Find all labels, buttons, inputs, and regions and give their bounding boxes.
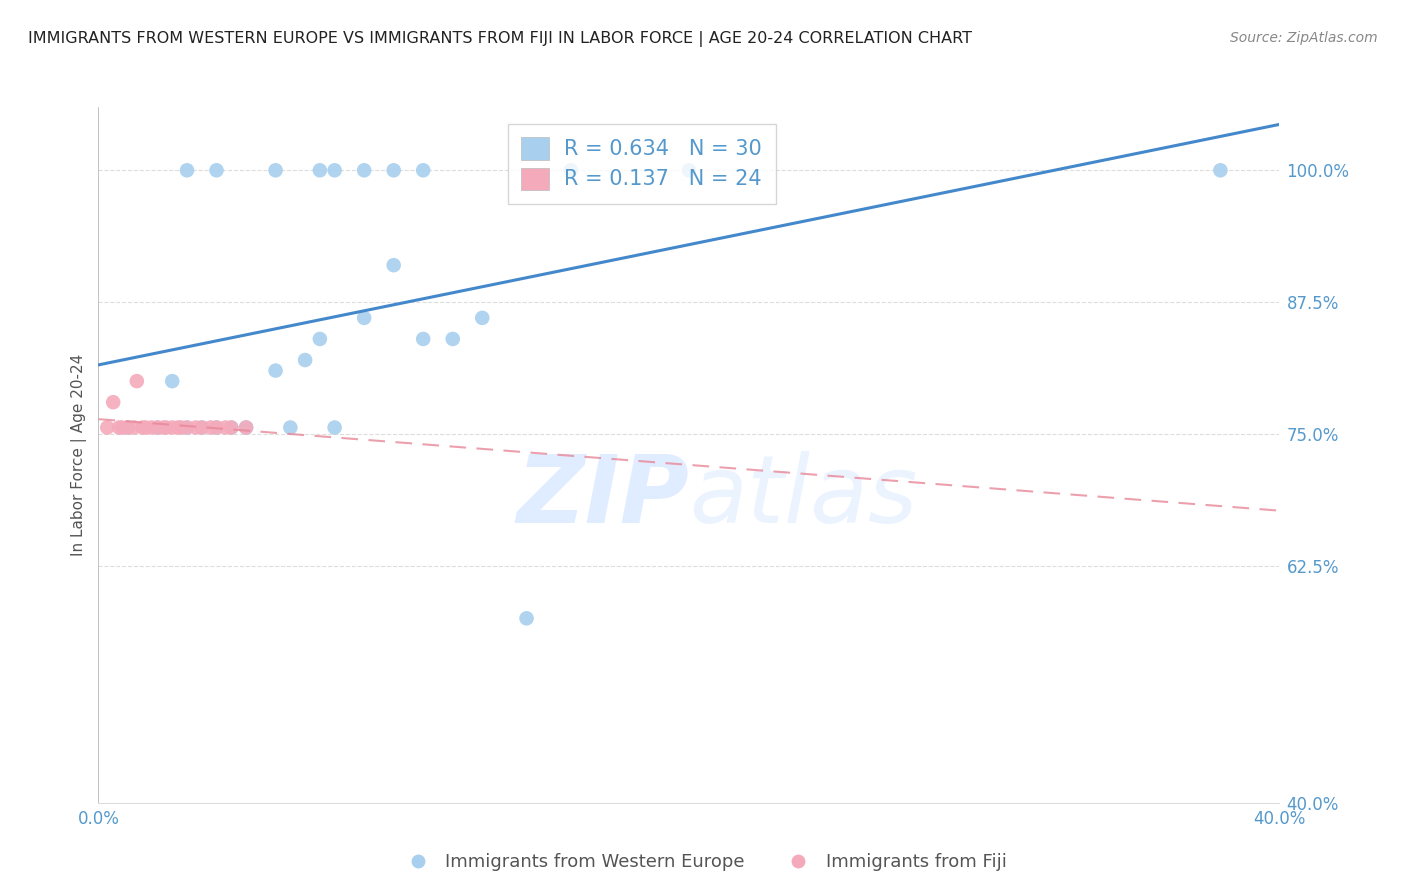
Point: [167, 420, 190, 434]
Point: [184, 420, 207, 434]
Point: [103, 395, 125, 409]
Point: [264, 163, 287, 178]
Point: [219, 420, 242, 434]
Point: [214, 420, 236, 434]
Point: [162, 420, 183, 434]
Point: [141, 420, 163, 434]
Point: [155, 420, 177, 434]
Legend: R = 0.634   N = 30, R = 0.137   N = 24: R = 0.634 N = 30, R = 0.137 N = 24: [508, 124, 776, 203]
Point: [108, 420, 131, 434]
Text: IMMIGRANTS FROM WESTERN EUROPE VS IMMIGRANTS FROM FIJI IN LABOR FORCE | AGE 20-2: IMMIGRANTS FROM WESTERN EUROPE VS IMMIGR…: [28, 31, 972, 47]
Point: [117, 420, 139, 434]
Point: [205, 420, 228, 434]
Point: [353, 310, 375, 325]
Point: [111, 420, 134, 434]
Point: [235, 420, 257, 434]
Point: [125, 374, 148, 388]
Point: [353, 163, 375, 178]
Point: [205, 420, 228, 434]
Point: [200, 420, 222, 434]
Point: [176, 420, 198, 434]
Point: [515, 611, 537, 625]
Point: [323, 163, 346, 178]
Point: [441, 332, 464, 346]
Point: [176, 163, 198, 178]
Point: [146, 420, 169, 434]
Point: [235, 420, 257, 434]
Point: [278, 420, 302, 434]
Point: [191, 420, 214, 434]
Point: [412, 332, 434, 346]
Point: [146, 420, 169, 434]
Point: [96, 420, 118, 434]
Point: [382, 258, 405, 272]
Point: [162, 374, 183, 388]
Point: [176, 420, 198, 434]
Point: [122, 420, 145, 434]
Point: [152, 420, 174, 434]
Point: [219, 420, 242, 434]
Legend: Immigrants from Western Europe, Immigrants from Fiji: Immigrants from Western Europe, Immigran…: [392, 847, 1014, 879]
Point: [135, 420, 157, 434]
Point: [382, 163, 405, 178]
Point: [560, 163, 582, 178]
Point: [1209, 163, 1232, 178]
Point: [294, 353, 316, 368]
Text: ZIP: ZIP: [516, 450, 689, 542]
Point: [309, 163, 332, 178]
Point: [132, 420, 155, 434]
Point: [170, 420, 193, 434]
Point: [323, 420, 346, 434]
Point: [205, 163, 228, 178]
Point: [412, 163, 434, 178]
Point: [117, 420, 139, 434]
Point: [264, 363, 287, 377]
Point: [678, 163, 700, 178]
Point: [309, 332, 332, 346]
Point: [191, 420, 214, 434]
Point: [471, 310, 494, 325]
Text: atlas: atlas: [689, 451, 917, 542]
Text: Source: ZipAtlas.com: Source: ZipAtlas.com: [1230, 31, 1378, 45]
Y-axis label: In Labor Force | Age 20-24: In Labor Force | Age 20-24: [72, 354, 87, 556]
